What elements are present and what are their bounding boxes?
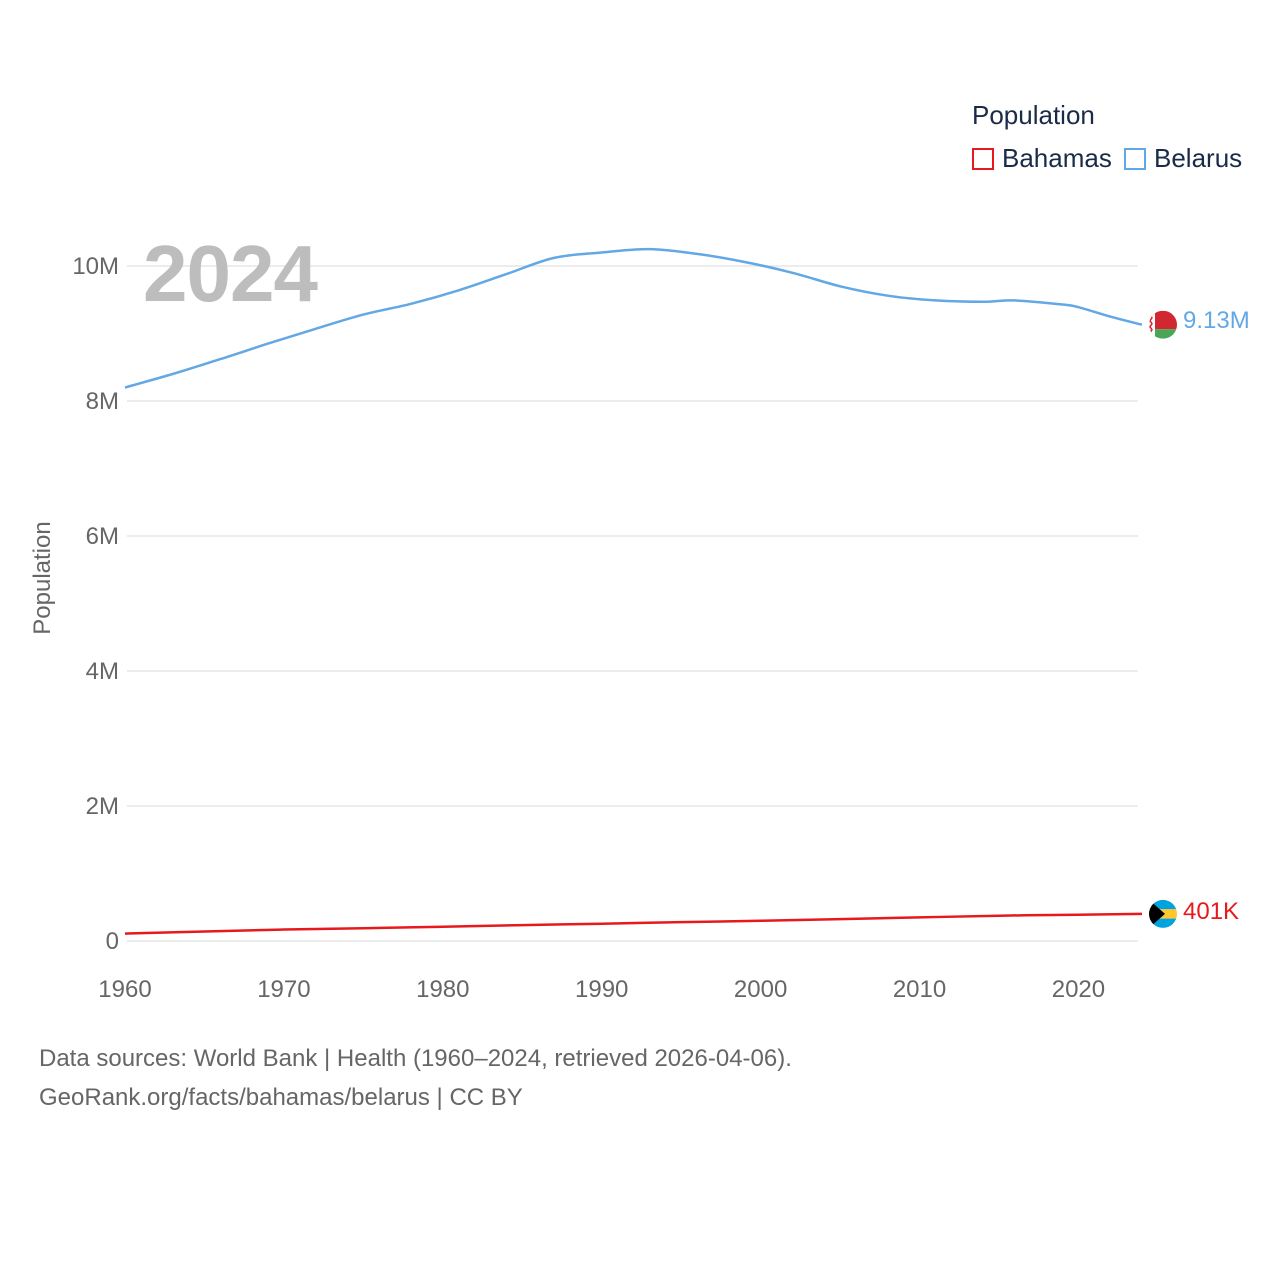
series-line-bahamas [124,912,1143,935]
series-line-belarus [124,247,1143,389]
legend-item-bahamas[interactable]: Bahamas [972,143,1112,174]
x-tick-label: 1970 [257,976,310,1003]
y-axis-label: Population [29,521,56,634]
y-tick-label: 0 [106,928,119,955]
end-label-bahamas: 401K [1183,898,1240,925]
bahamas-flag-icon [1149,899,1177,928]
source-line-1: Data sources: World Bank | Health (1960–… [39,1045,792,1072]
x-tick-label: 2000 [734,976,787,1003]
legend-swatch-belarus [1124,147,1146,170]
legend-item-belarus[interactable]: Belarus [1124,143,1242,174]
x-tick-label: 2020 [1052,976,1105,1003]
y-tick-label: 8M [86,388,119,415]
x-tick-label: 1980 [416,976,469,1003]
year-label: 2024 [143,229,318,318]
y-tick-label: 4M [86,658,119,685]
legend-title: Population [972,100,1095,130]
legend-swatch-bahamas [972,147,994,170]
end-label-belarus: 9.13M [1183,307,1250,334]
legend-label-bahamas: Bahamas [1002,143,1112,173]
y-tick-label: 10M [72,253,119,280]
belarus-flag-icon [1149,310,1177,339]
x-tick-label: 1960 [98,976,151,1003]
y-tick-label: 2M [86,793,119,820]
x-tick-label: 2010 [893,976,946,1003]
source-line-2[interactable]: GeoRank.org/facts/bahamas/belarus | CC B… [39,1084,523,1111]
legend-label-belarus: Belarus [1154,143,1243,173]
x-tick-label: 1990 [575,976,628,1003]
y-tick-label: 6M [86,523,119,550]
